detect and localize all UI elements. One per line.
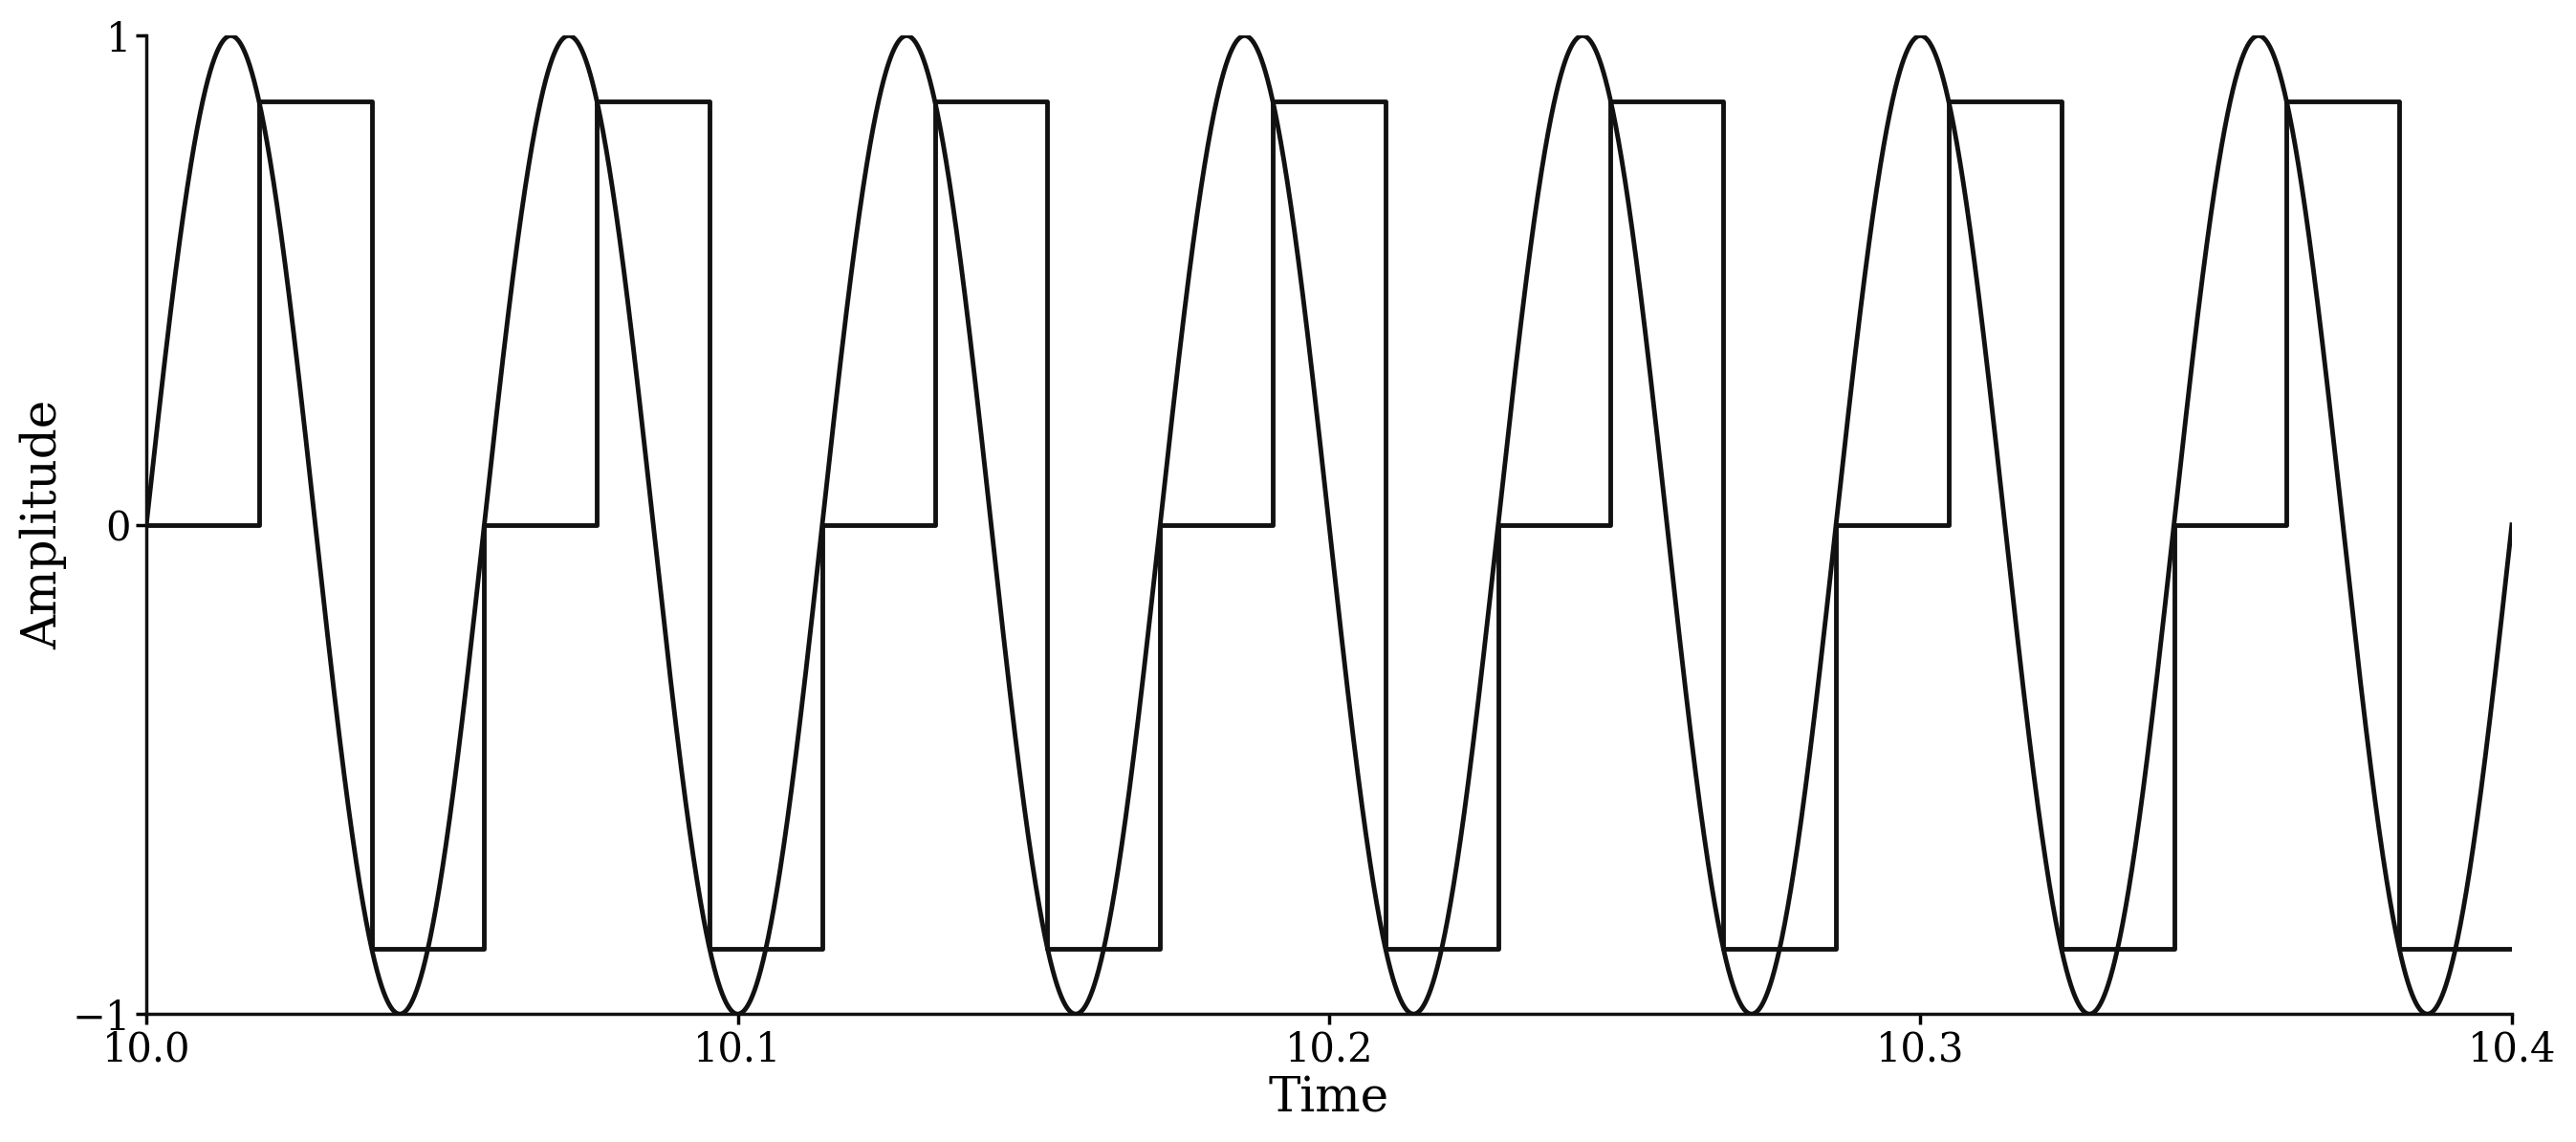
- X-axis label: Time: Time: [1270, 1075, 1388, 1123]
- Y-axis label: Amplitude: Amplitude: [21, 400, 67, 650]
